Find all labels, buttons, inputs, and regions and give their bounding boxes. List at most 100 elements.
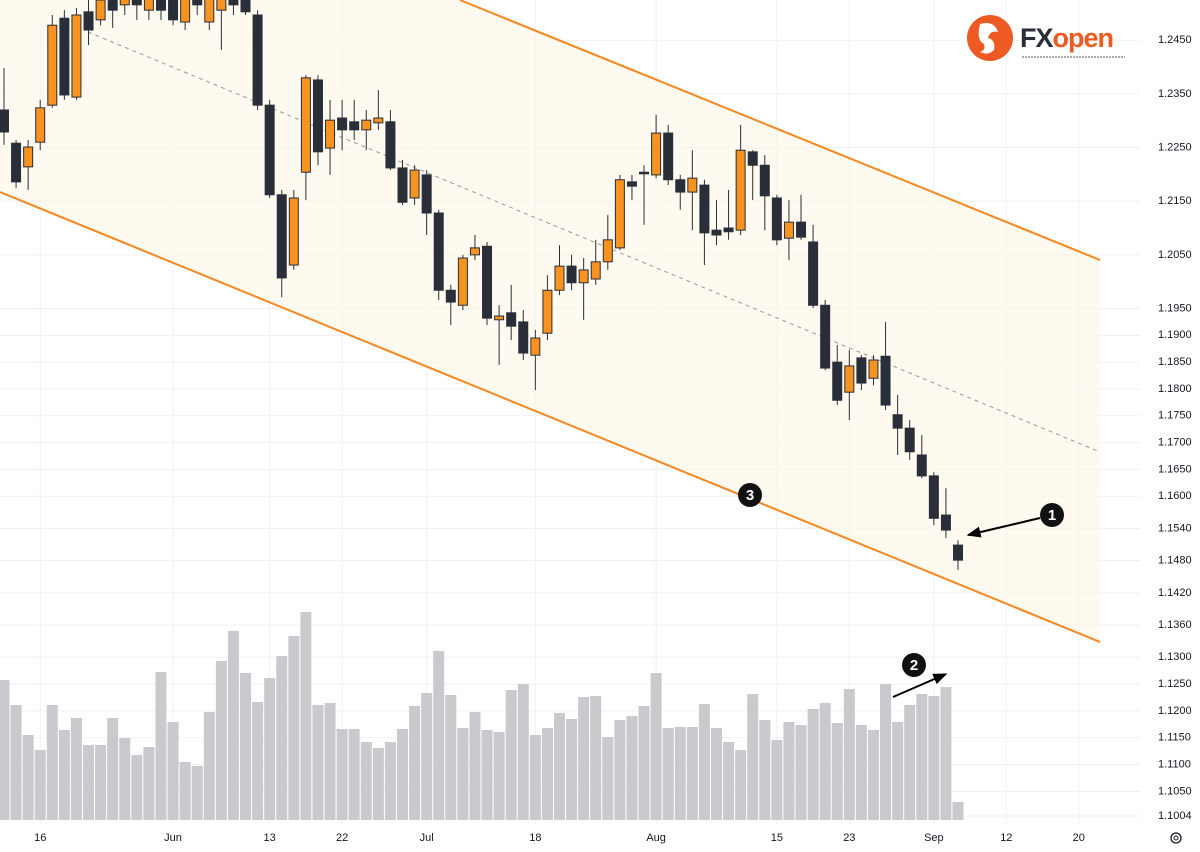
gear[interactable] xyxy=(1170,832,1182,844)
candle-body xyxy=(385,121,396,169)
arrow xyxy=(966,517,1041,538)
volume-bar xyxy=(650,673,662,820)
candle-body xyxy=(300,77,311,173)
candle-body xyxy=(880,355,891,406)
candle-body xyxy=(445,289,456,303)
volume-bar xyxy=(179,762,191,820)
y-tick-label: 1.1420 xyxy=(1158,587,1192,599)
y-tick-label: 1.1750 xyxy=(1158,410,1192,422)
annotation-badge xyxy=(1040,503,1064,527)
y-tick-label: 1.1150 xyxy=(1158,732,1191,744)
candle-body xyxy=(904,427,915,453)
candle-body xyxy=(953,544,964,561)
x-tick-label: 20 xyxy=(1073,832,1085,844)
y-tick-label: 1.2250 xyxy=(1158,141,1192,153)
candle-body xyxy=(312,79,323,153)
candle-body xyxy=(23,146,34,168)
volume-bar xyxy=(360,742,372,820)
candle-body xyxy=(252,14,263,106)
volume-bar xyxy=(215,661,227,820)
volume-bar xyxy=(300,612,312,820)
volume-bar xyxy=(747,694,759,820)
volume-bar xyxy=(107,718,119,820)
volume-bar xyxy=(723,742,735,820)
volume-bar xyxy=(119,738,131,820)
y-tick-label: 1.1004 xyxy=(1158,810,1192,822)
candle-body xyxy=(35,107,46,143)
volume-bar xyxy=(505,690,517,820)
logo-emblem xyxy=(967,15,1013,61)
y-tick-label: 1.1950 xyxy=(1158,302,1192,314)
candle-body xyxy=(361,119,372,131)
volume-bar xyxy=(843,689,855,820)
volume-bar xyxy=(288,636,300,820)
volume-bar xyxy=(940,687,952,820)
volume-bar xyxy=(904,705,916,820)
candle-body xyxy=(325,119,336,149)
candle-body xyxy=(747,151,758,166)
volume-bar xyxy=(240,673,252,820)
volume-bar xyxy=(70,718,82,820)
volume-bar xyxy=(831,723,843,820)
logo-dragon xyxy=(978,23,998,54)
settings-icon[interactable] xyxy=(1170,832,1182,844)
candle-body xyxy=(95,0,106,21)
volume-bar xyxy=(167,722,179,820)
channel-lower xyxy=(0,191,1101,643)
candle-body xyxy=(916,454,927,477)
candle-body xyxy=(566,265,577,284)
volume-bar xyxy=(880,684,892,820)
candle-body xyxy=(723,227,734,233)
volume-bar xyxy=(674,727,686,820)
candle-body xyxy=(856,357,867,384)
logo-part: open xyxy=(1053,23,1114,53)
candle-body xyxy=(844,365,855,393)
y-tick-label: 1.1540 xyxy=(1158,522,1192,534)
candle-body xyxy=(264,104,275,196)
channel-lines xyxy=(0,0,1101,643)
candle-body xyxy=(542,289,553,334)
x-tick-label: Jun xyxy=(164,832,182,844)
volume-bar xyxy=(867,730,879,820)
volume-bar xyxy=(191,766,203,820)
volume-bar xyxy=(698,704,710,820)
candle-body xyxy=(832,361,843,401)
volume-bar xyxy=(602,737,614,820)
y-tick-label: 1.1650 xyxy=(1158,463,1192,475)
volume-bar xyxy=(783,722,795,820)
volume-bar xyxy=(312,705,324,820)
volume-bar xyxy=(638,706,650,820)
candle-body xyxy=(204,0,215,23)
volume-bar xyxy=(34,750,46,820)
candle-body xyxy=(590,261,601,280)
candle-body xyxy=(639,171,650,175)
candle-body xyxy=(71,14,82,98)
candle-body xyxy=(59,17,70,96)
candles xyxy=(0,0,964,570)
volume-bar xyxy=(324,703,336,820)
volume-bar xyxy=(46,705,58,820)
candle-body xyxy=(626,181,637,187)
candle-body xyxy=(192,0,203,6)
volume-bar xyxy=(421,693,433,820)
candle-body xyxy=(337,117,348,131)
y-tick-label: 1.2050 xyxy=(1158,249,1192,261)
volume-bar xyxy=(445,695,457,820)
candle-body xyxy=(651,132,662,176)
x-tick-label: Aug xyxy=(646,832,666,844)
x-tick-label: 18 xyxy=(529,832,541,844)
x-tick-label: 16 xyxy=(34,832,46,844)
candle-body xyxy=(373,117,384,124)
candle-body xyxy=(397,167,408,203)
volume-bar xyxy=(590,696,602,820)
volume-bar xyxy=(529,735,541,820)
x-tick-label: 15 xyxy=(771,832,783,844)
candle-body xyxy=(796,221,807,238)
candle-body xyxy=(711,229,722,236)
candle-body xyxy=(735,149,746,231)
volume-bar xyxy=(855,725,867,820)
candle-body xyxy=(759,164,770,197)
candle-body xyxy=(433,212,444,291)
volume-bar xyxy=(10,705,22,820)
